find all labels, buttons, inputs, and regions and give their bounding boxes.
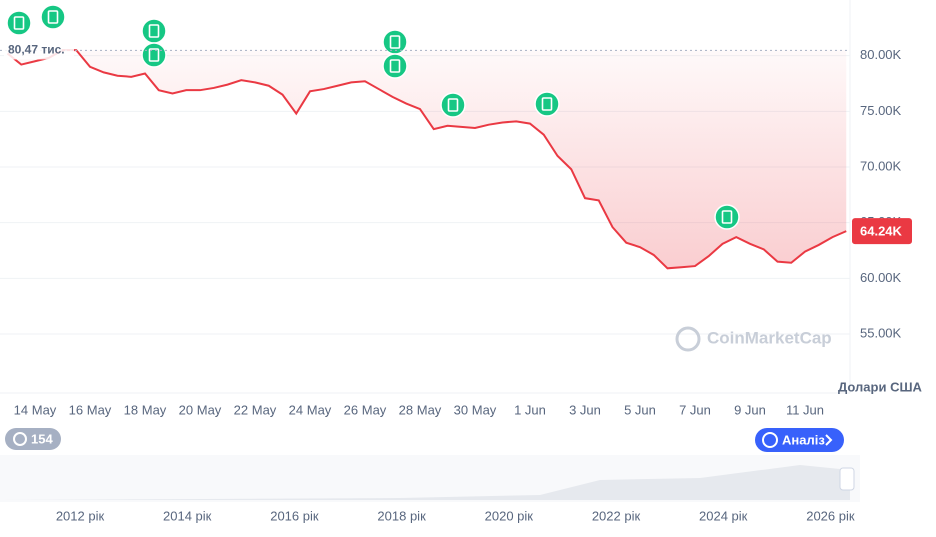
navigator-year: 2026 рік <box>806 508 855 523</box>
y-tick-label: 70.00K <box>860 158 902 173</box>
news-icon-doc <box>148 24 160 38</box>
x-tick-label: 28 May <box>399 402 442 417</box>
news-icon[interactable] <box>382 53 408 79</box>
y-tick-label: 55.00K <box>860 325 902 340</box>
icon <box>825 434 833 446</box>
news-icon-doc <box>47 10 59 24</box>
x-tick-label: 24 May <box>289 402 332 417</box>
x-tick-label: 7 Jun <box>679 402 711 417</box>
x-tick-label: 3 Jun <box>569 402 601 417</box>
icon <box>13 432 27 446</box>
navigator-year: 2022 рік <box>592 508 641 523</box>
navigator-year: 2014 рік <box>163 508 212 523</box>
x-tick-label: 22 May <box>234 402 277 417</box>
navigator-area <box>0 465 850 500</box>
analysis-label: Аналіз <box>782 432 825 447</box>
news-icon-doc <box>447 98 459 112</box>
price-line <box>6 49 847 270</box>
navigator-year: 2024 рік <box>699 508 748 523</box>
news-icon-doc <box>541 97 553 111</box>
x-tick-label: 9 Jun <box>734 402 766 417</box>
icon <box>762 432 778 448</box>
y-tick-label: 80.00K <box>860 47 902 62</box>
news-icon[interactable] <box>440 92 466 118</box>
news-count: 154 <box>31 431 53 446</box>
news-icon[interactable] <box>141 42 167 68</box>
x-tick-label: 30 May <box>454 402 497 417</box>
x-tick-label: 20 May <box>179 402 222 417</box>
watermark: CoinMarketCap <box>707 328 832 347</box>
news-icon-doc <box>721 210 733 224</box>
x-tick-label: 5 Jun <box>624 402 656 417</box>
x-tick-label: 1 Jun <box>514 402 546 417</box>
news-icon-doc <box>148 48 160 62</box>
news-icon-doc <box>13 16 25 30</box>
high-label: 80,47 тис. <box>8 43 65 57</box>
navigator-year: 2016 рік <box>270 508 319 523</box>
navigator-year: 2018 рік <box>377 508 426 523</box>
navigator-handle[interactable] <box>839 467 855 491</box>
x-tick-label: 26 May <box>344 402 387 417</box>
news-icons <box>6 4 740 230</box>
axis-unit: Долари США <box>838 379 923 394</box>
news-icon[interactable] <box>6 10 32 36</box>
navigator-year: 2020 рік <box>485 508 534 523</box>
news-icon[interactable] <box>40 4 66 30</box>
high-label-bg <box>4 41 74 60</box>
x-tick-label: 16 May <box>69 402 112 417</box>
navigator-year: 2012 рік <box>56 508 105 523</box>
x-tick-label: 14 May <box>14 402 57 417</box>
news-icon-doc <box>389 35 401 49</box>
analysis-button[interactable] <box>755 428 844 452</box>
news-icon[interactable] <box>141 18 167 44</box>
y-tick-label: 60.00K <box>860 270 902 285</box>
x-tick-label: 18 May <box>124 402 167 417</box>
y-tick-label: 75.00K <box>860 103 902 118</box>
price-tag-label: 64.24K <box>860 224 903 239</box>
x-tick-label: 11 Jun <box>786 402 824 417</box>
news-icon[interactable] <box>534 91 560 117</box>
price-tag <box>852 218 912 245</box>
news-icon[interactable] <box>714 204 740 230</box>
news-icon-doc <box>389 59 401 73</box>
area-fill <box>7 50 847 269</box>
watermark-logo <box>675 326 701 352</box>
